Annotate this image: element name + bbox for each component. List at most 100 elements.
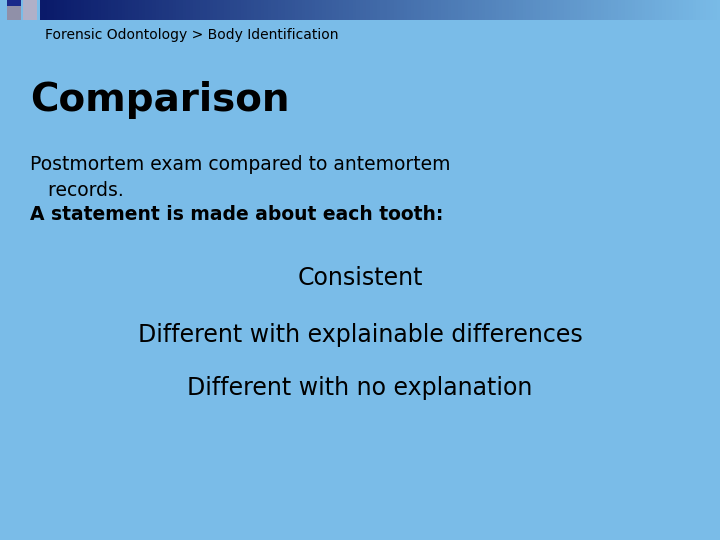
Bar <box>618 0 621 20</box>
Bar <box>213 0 217 20</box>
Bar <box>74 0 78 20</box>
Bar <box>475 0 479 20</box>
Bar <box>408 0 410 20</box>
Bar <box>149 0 152 20</box>
Bar <box>591 0 594 20</box>
Bar <box>495 0 499 20</box>
Bar <box>325 0 329 20</box>
Bar <box>690 0 693 20</box>
Bar <box>615 0 618 20</box>
Bar <box>557 0 560 20</box>
Bar <box>142 0 145 20</box>
Bar <box>240 0 244 20</box>
Bar <box>189 0 193 20</box>
Bar <box>645 0 649 20</box>
Bar <box>570 0 574 20</box>
Bar <box>264 0 268 20</box>
Bar <box>353 0 356 20</box>
Bar <box>387 0 390 20</box>
Bar <box>714 0 716 20</box>
Bar <box>686 0 690 20</box>
Bar <box>230 0 234 20</box>
Bar <box>200 0 203 20</box>
Bar <box>138 0 142 20</box>
Bar <box>530 0 533 20</box>
Bar <box>482 0 485 20</box>
Bar <box>655 0 659 20</box>
Bar <box>81 0 84 20</box>
Bar <box>237 0 240 20</box>
Bar <box>404 0 408 20</box>
Bar <box>285 0 288 20</box>
Bar <box>57 0 60 20</box>
Bar <box>135 0 138 20</box>
Bar <box>594 0 598 20</box>
Bar <box>288 0 292 20</box>
Bar <box>319 0 323 20</box>
Bar <box>662 0 665 20</box>
Bar <box>114 0 118 20</box>
Bar <box>43 0 47 20</box>
Bar <box>210 0 213 20</box>
Bar <box>112 0 114 20</box>
Bar <box>383 0 387 20</box>
Bar <box>669 0 672 20</box>
Bar <box>193 0 197 20</box>
Bar <box>438 0 441 20</box>
Bar <box>649 0 652 20</box>
Bar <box>696 0 700 20</box>
Bar <box>50 0 53 20</box>
Bar <box>523 0 526 20</box>
Bar <box>373 0 377 20</box>
Bar <box>64 0 67 20</box>
Bar <box>125 0 128 20</box>
Bar <box>346 0 349 20</box>
Bar <box>489 0 492 20</box>
Text: Different with no explanation: Different with no explanation <box>187 376 533 400</box>
Bar <box>434 0 438 20</box>
Bar <box>169 0 173 20</box>
Bar <box>458 0 462 20</box>
Bar <box>550 0 554 20</box>
Bar <box>394 0 397 20</box>
Bar <box>509 0 513 20</box>
Bar <box>513 0 516 20</box>
Bar <box>363 0 366 20</box>
Bar <box>312 0 315 20</box>
Bar <box>370 0 373 20</box>
Bar <box>244 0 248 20</box>
Bar <box>274 0 278 20</box>
Bar <box>186 0 189 20</box>
Bar <box>173 0 176 20</box>
Bar <box>472 0 475 20</box>
Bar <box>292 0 295 20</box>
Bar <box>716 0 720 20</box>
Bar <box>67 0 71 20</box>
Bar <box>700 0 703 20</box>
Bar <box>400 0 404 20</box>
Bar <box>183 0 186 20</box>
Bar <box>53 0 57 20</box>
Bar <box>145 0 149 20</box>
Bar <box>451 0 455 20</box>
Bar <box>60 0 64 20</box>
Bar <box>23 0 37 14</box>
Bar <box>703 0 706 20</box>
Bar <box>163 0 166 20</box>
Bar <box>159 0 163 20</box>
Bar <box>91 0 94 20</box>
Bar <box>197 0 200 20</box>
Bar <box>380 0 383 20</box>
Bar <box>540 0 543 20</box>
Bar <box>536 0 540 20</box>
Bar <box>445 0 448 20</box>
Bar <box>47 0 50 20</box>
Bar <box>220 0 224 20</box>
Bar <box>441 0 445 20</box>
Bar <box>268 0 271 20</box>
Bar <box>128 0 132 20</box>
Bar <box>693 0 696 20</box>
Bar <box>261 0 264 20</box>
Bar <box>282 0 285 20</box>
Bar <box>665 0 669 20</box>
